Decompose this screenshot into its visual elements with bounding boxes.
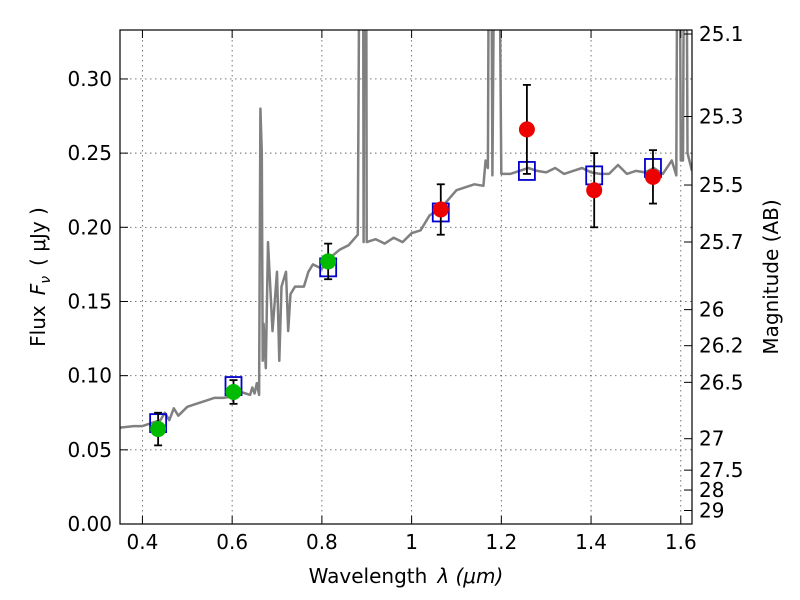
y2-tick-label: 25.3 xyxy=(699,104,744,128)
y-tick-label: 0.00 xyxy=(67,512,112,536)
y2-tick-label: 26.5 xyxy=(699,370,744,394)
x-tick-label: 0.4 xyxy=(127,530,159,554)
x-tick-label: 0.6 xyxy=(216,530,248,554)
y2-tick-label: 26.2 xyxy=(699,334,744,358)
data-point xyxy=(518,121,535,138)
x-axis-label: Wavelength λ (μm) xyxy=(309,564,504,588)
y-tick-label: 0.10 xyxy=(67,364,112,388)
y-tick-label: 0.20 xyxy=(67,215,112,239)
y2-tick-label: 29 xyxy=(699,499,724,523)
x-tick-label: 1.4 xyxy=(575,530,607,554)
data-point xyxy=(432,201,449,218)
y2-tick-label: 25.7 xyxy=(699,230,744,254)
y2-tick-label: 25.5 xyxy=(699,173,744,197)
y-axis-label: FluxFν( μJy ) xyxy=(26,207,54,347)
x-tick-label: 0.8 xyxy=(306,530,338,554)
spectrum-line xyxy=(120,30,692,429)
ticks: 0.4 0.6 0.8 1 1.2 1.4 1.6 0.00 0.05 0.10 0.15 0.20 0… xyxy=(67,22,743,554)
data-point xyxy=(586,182,603,199)
y2-tick-label: 27.5 xyxy=(699,458,744,482)
data-layer xyxy=(120,30,692,447)
data-point xyxy=(644,168,661,185)
data-point xyxy=(320,253,337,270)
x-tick-label: 1.6 xyxy=(665,530,697,554)
data-point xyxy=(225,383,242,400)
y2-tick-label: 26 xyxy=(699,298,724,322)
y2-axis-label: Magnitude (AB) xyxy=(759,199,783,354)
y2-tick-label: 28 xyxy=(699,478,724,502)
y-tick-label: 0.05 xyxy=(67,438,112,462)
y-tick-label: 0.30 xyxy=(67,67,112,91)
x-tick-label: 1.2 xyxy=(485,530,517,554)
y2-tick-label: 25.1 xyxy=(699,22,744,46)
y-tick-label: 0.25 xyxy=(67,141,112,165)
grid xyxy=(120,30,692,525)
plot-frame xyxy=(119,29,693,525)
x-tick-label: 1 xyxy=(405,530,418,554)
y2-tick-label: 27 xyxy=(699,427,724,451)
y-tick-label: 0.15 xyxy=(67,289,112,313)
data-point xyxy=(150,421,167,438)
